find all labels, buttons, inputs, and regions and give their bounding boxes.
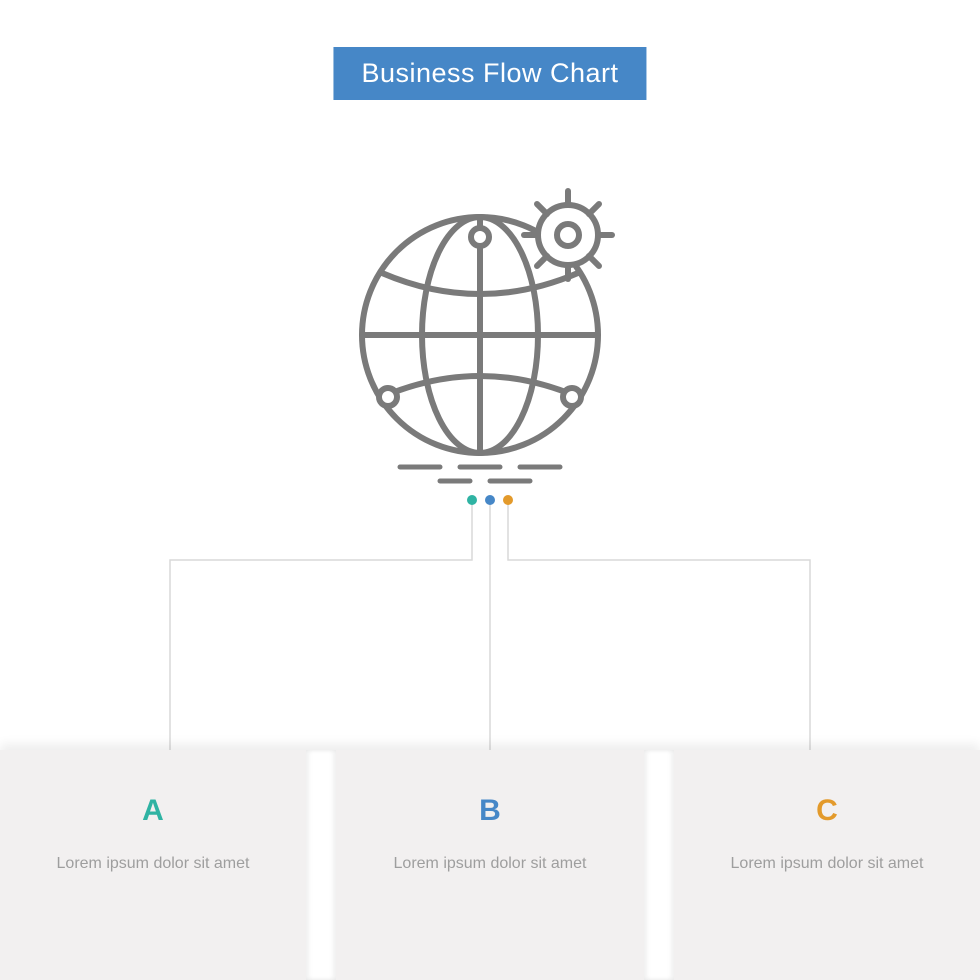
panel-b-letter: B [337,794,643,828]
connector-lines [0,498,980,758]
panels-container: A Lorem ipsum dolor sit amet B Lorem ips… [0,750,980,980]
globe-gear-icon [330,165,650,485]
panel-a-body: Lorem ipsum dolor sit amet [0,852,306,877]
panel-gap-1 [306,750,336,980]
panel-c-letter: C [674,794,980,828]
panel-c: C Lorem ipsum dolor sit amet [674,750,980,980]
panel-a-letter: A [0,794,306,828]
panel-b-body: Lorem ipsum dolor sit amet [337,852,643,877]
panel-b: B Lorem ipsum dolor sit amet [337,750,643,980]
title-text: Business Flow Chart [361,58,618,88]
panel-a: A Lorem ipsum dolor sit amet [0,750,306,980]
connector-dot-c [503,495,513,505]
connector-dot-b [485,495,495,505]
connector-dot-a [467,495,477,505]
panel-gap-2 [644,750,674,980]
panel-c-body: Lorem ipsum dolor sit amet [674,852,980,877]
title-banner: Business Flow Chart [333,47,646,100]
